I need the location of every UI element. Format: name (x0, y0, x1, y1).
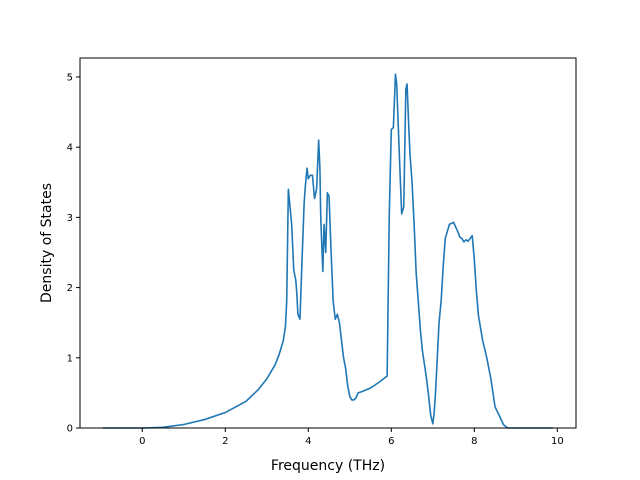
x-axis-ticks: 0 2 4 6 8 10 (139, 428, 564, 447)
y-tick-label: 0 (67, 424, 73, 435)
y-tick-label: 1 (67, 353, 73, 364)
y-tick-label: 5 (67, 72, 73, 83)
y-tick-label: 2 (67, 283, 73, 294)
x-tick-label: 10 (551, 436, 564, 447)
x-tick-label: 4 (305, 436, 311, 447)
series-layer (102, 73, 554, 429)
y-tick-label: 3 (67, 213, 73, 224)
y-axis-label: Density of States (39, 183, 55, 303)
y-tick-label: 4 (67, 143, 73, 154)
x-tick-label: 2 (222, 436, 228, 447)
plot-area (80, 58, 576, 428)
x-tick-label: 0 (139, 436, 145, 447)
x-axis-label: Frequency (THz) (271, 458, 385, 474)
y-axis-ticks: 0 1 2 3 4 5 (67, 72, 80, 435)
series-line (102, 73, 554, 429)
plot-frame (79, 57, 577, 429)
x-tick-label: 8 (471, 436, 477, 447)
x-tick-label: 6 (388, 436, 394, 447)
